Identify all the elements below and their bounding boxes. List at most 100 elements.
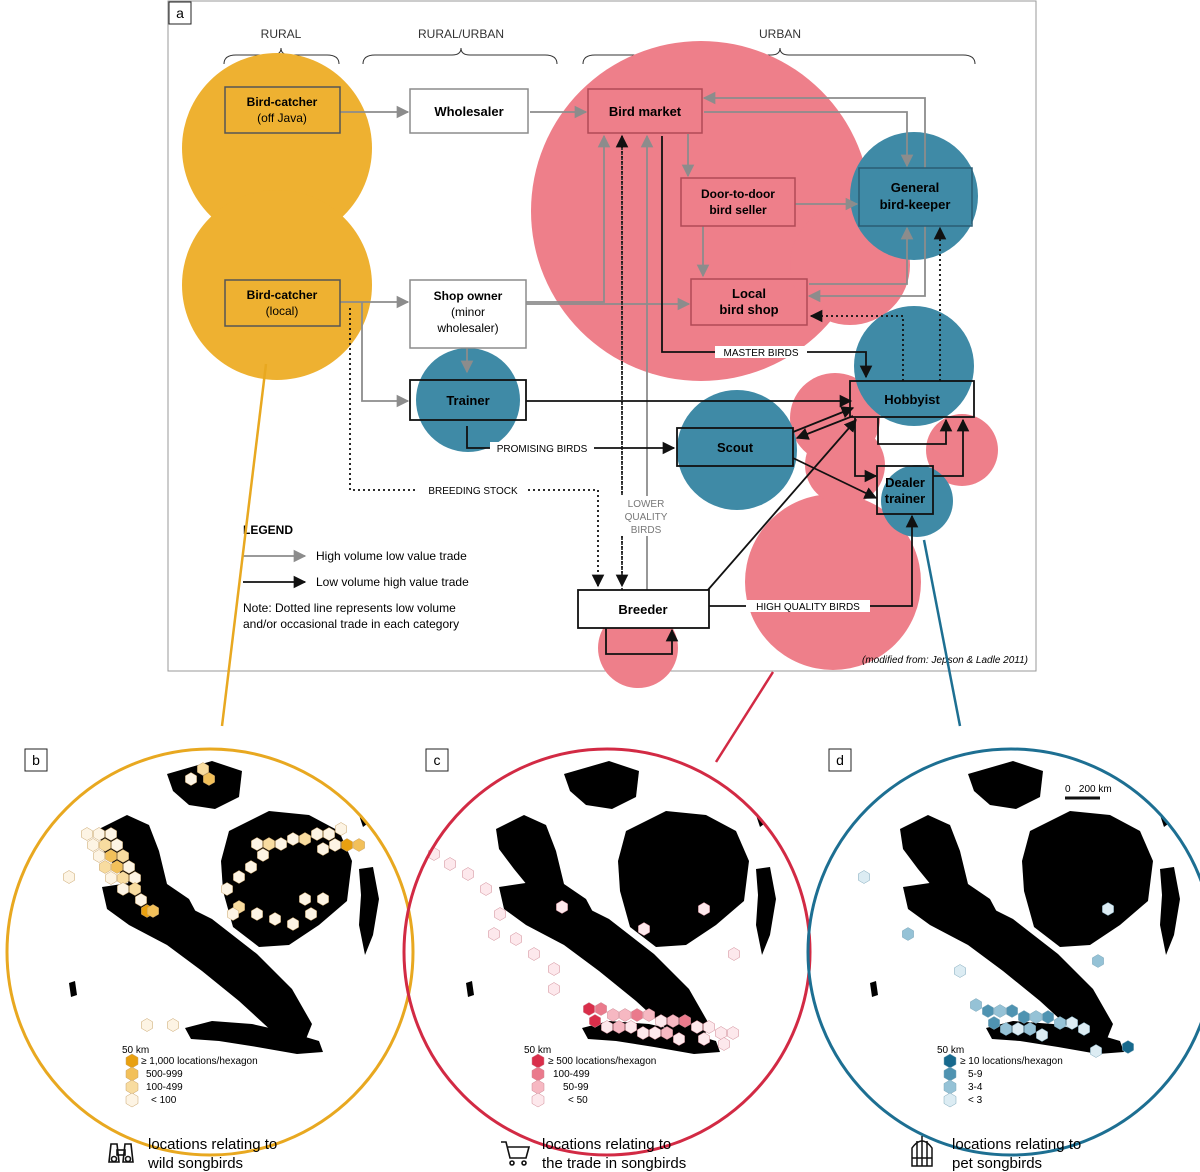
map-hexagon	[607, 1008, 619, 1022]
panel-label: c	[434, 752, 441, 768]
map-hexagon	[1054, 1016, 1066, 1030]
map-hexagon	[203, 772, 215, 786]
panel-d: d 0 200 km 50 km ≥ 10 locations/hexagon …	[806, 747, 1200, 1172]
node-bird-market: Bird market	[587, 88, 703, 134]
map-hexagon	[227, 907, 239, 921]
header-braces	[223, 47, 976, 65]
map-hexagon	[1006, 1004, 1018, 1018]
category-circles	[182, 41, 998, 688]
map-hexagon	[462, 867, 474, 881]
header-rural-urban: RURAL/URBAN	[418, 27, 504, 41]
map-hexagon	[1066, 1016, 1078, 1030]
label-lower-quality-3: BIRDS	[631, 525, 662, 536]
panel-b: b 50 km ≥ 1,000 locations/hexagon 500-99…	[5, 747, 415, 1172]
caption-line-1: locations relating to	[542, 1136, 671, 1153]
label-bg	[490, 442, 594, 454]
node-wholesaler: Wholesaler	[409, 88, 529, 134]
map-hexagon	[715, 1026, 727, 1040]
svg-text:Local: Local	[732, 286, 766, 301]
scale-label: 50 km	[524, 1045, 551, 1056]
map-hexagon	[221, 882, 233, 896]
map-hexagon	[335, 822, 347, 836]
map-hexagon	[147, 904, 159, 918]
map-hexagon	[99, 838, 111, 852]
caption-line-2: wild songbirds	[147, 1155, 243, 1172]
header-rural: RURAL	[261, 27, 302, 41]
map-hexagon	[631, 1008, 643, 1022]
scale-label: 50 km	[937, 1045, 964, 1056]
svg-text:(local): (local)	[266, 304, 299, 318]
svg-text:Dealer: Dealer	[885, 475, 925, 490]
map-hexagon	[233, 870, 245, 884]
svg-text:wholesaler): wholesaler)	[436, 321, 498, 335]
hexagon-layer	[858, 870, 1134, 1058]
map-hexagon	[105, 849, 117, 863]
map-hexagon	[583, 1002, 595, 1016]
map-hexagon	[728, 947, 740, 961]
map-hexagon	[638, 922, 650, 936]
map-hexagon	[510, 932, 522, 946]
caption-line-1: locations relating to	[148, 1136, 277, 1153]
map-hexagon	[1018, 1010, 1030, 1024]
svg-text:100-499: 100-499	[146, 1082, 183, 1093]
map-hexagon	[63, 870, 75, 884]
map-legend: ≥ 1,000 locations/hexagon 500-999 100-49…	[125, 1053, 258, 1108]
legend-title: LEGEND	[243, 523, 293, 537]
label-bg	[418, 484, 528, 496]
svg-text:Wholesaler: Wholesaler	[434, 104, 503, 119]
connector-pet	[922, 539, 962, 727]
map-hexagon	[287, 917, 299, 931]
node-local-bird-shop: Local bird shop	[690, 278, 808, 326]
map-hexagon	[251, 837, 263, 851]
svg-text:Bird-catcher: Bird-catcher	[247, 288, 318, 302]
map-hexagon	[257, 848, 269, 862]
svg-text:100-499: 100-499	[553, 1069, 590, 1080]
legend-note-2: and/or occasional trade in each category	[243, 617, 459, 631]
map-hexagon	[135, 893, 147, 907]
svg-text:bird shop: bird shop	[719, 302, 778, 317]
map-hexagon	[1036, 1028, 1048, 1042]
binoculars-icon	[108, 1143, 134, 1163]
map-hexagon	[87, 838, 99, 852]
map-hexagon	[601, 1020, 613, 1034]
map-hexagon	[679, 1014, 691, 1028]
svg-text:Shop owner: Shop owner	[434, 289, 503, 303]
panel-label-box	[168, 1, 192, 25]
svg-text:≥ 10 locations/hexagon: ≥ 10 locations/hexagon	[960, 1056, 1063, 1067]
map-hexagon	[117, 882, 129, 896]
panel-label: b	[32, 752, 40, 768]
map-legend: ≥ 10 locations/hexagon 5-9 3-4 < 3	[943, 1053, 1063, 1108]
panel-label: d	[836, 752, 844, 768]
label-bg	[746, 600, 870, 612]
svg-text:Hobbyist: Hobbyist	[884, 392, 940, 407]
map-hexagon	[167, 1018, 179, 1032]
svg-text:< 50: < 50	[568, 1095, 588, 1106]
svg-text:< 3: < 3	[968, 1095, 983, 1106]
map-hexagon	[1042, 1010, 1054, 1024]
panel-c: c 50 km ≥ 500 locations/hexagon 100-499 …	[402, 747, 812, 1172]
map-hexagon	[269, 912, 281, 926]
map-hexagon	[698, 1032, 710, 1046]
map-hexagon	[1122, 1040, 1134, 1054]
map-hexagon	[311, 827, 323, 841]
node-dealer-trainer: Dealer trainer	[876, 465, 934, 515]
node-bird-catcher-local: Bird-catcher (local)	[224, 279, 341, 327]
panel-a-frame	[167, 0, 1037, 672]
map-hexagon	[667, 1014, 679, 1028]
map-hexagon	[528, 947, 540, 961]
node-scout: Scout	[676, 427, 794, 467]
svg-text:(off Java): (off Java)	[257, 111, 307, 125]
map-hexagon	[123, 860, 135, 874]
map-hexagon	[691, 1020, 703, 1034]
svg-text:trainer: trainer	[885, 491, 925, 506]
map-hexagon	[488, 927, 500, 941]
map-hexagon	[287, 832, 299, 846]
map-hexagon	[613, 1020, 625, 1034]
map-hexagon	[589, 1014, 601, 1028]
label-breeding-stock: BREEDING STOCK	[428, 486, 518, 497]
svg-text:Bird market: Bird market	[609, 104, 682, 119]
node-breeder: Breeder	[577, 589, 710, 629]
svg-text:Trainer: Trainer	[446, 393, 489, 408]
birdcage-icon	[911, 1136, 933, 1167]
